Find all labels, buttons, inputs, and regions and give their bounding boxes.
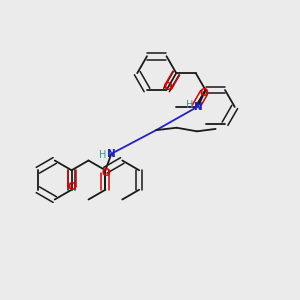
Text: N: N [107,149,116,159]
Text: O: O [200,88,208,98]
Text: H: H [186,100,193,110]
Text: O: O [164,82,172,92]
Text: O: O [101,168,110,178]
Text: O: O [67,182,76,192]
Text: N: N [194,101,202,112]
Text: H: H [99,150,106,160]
